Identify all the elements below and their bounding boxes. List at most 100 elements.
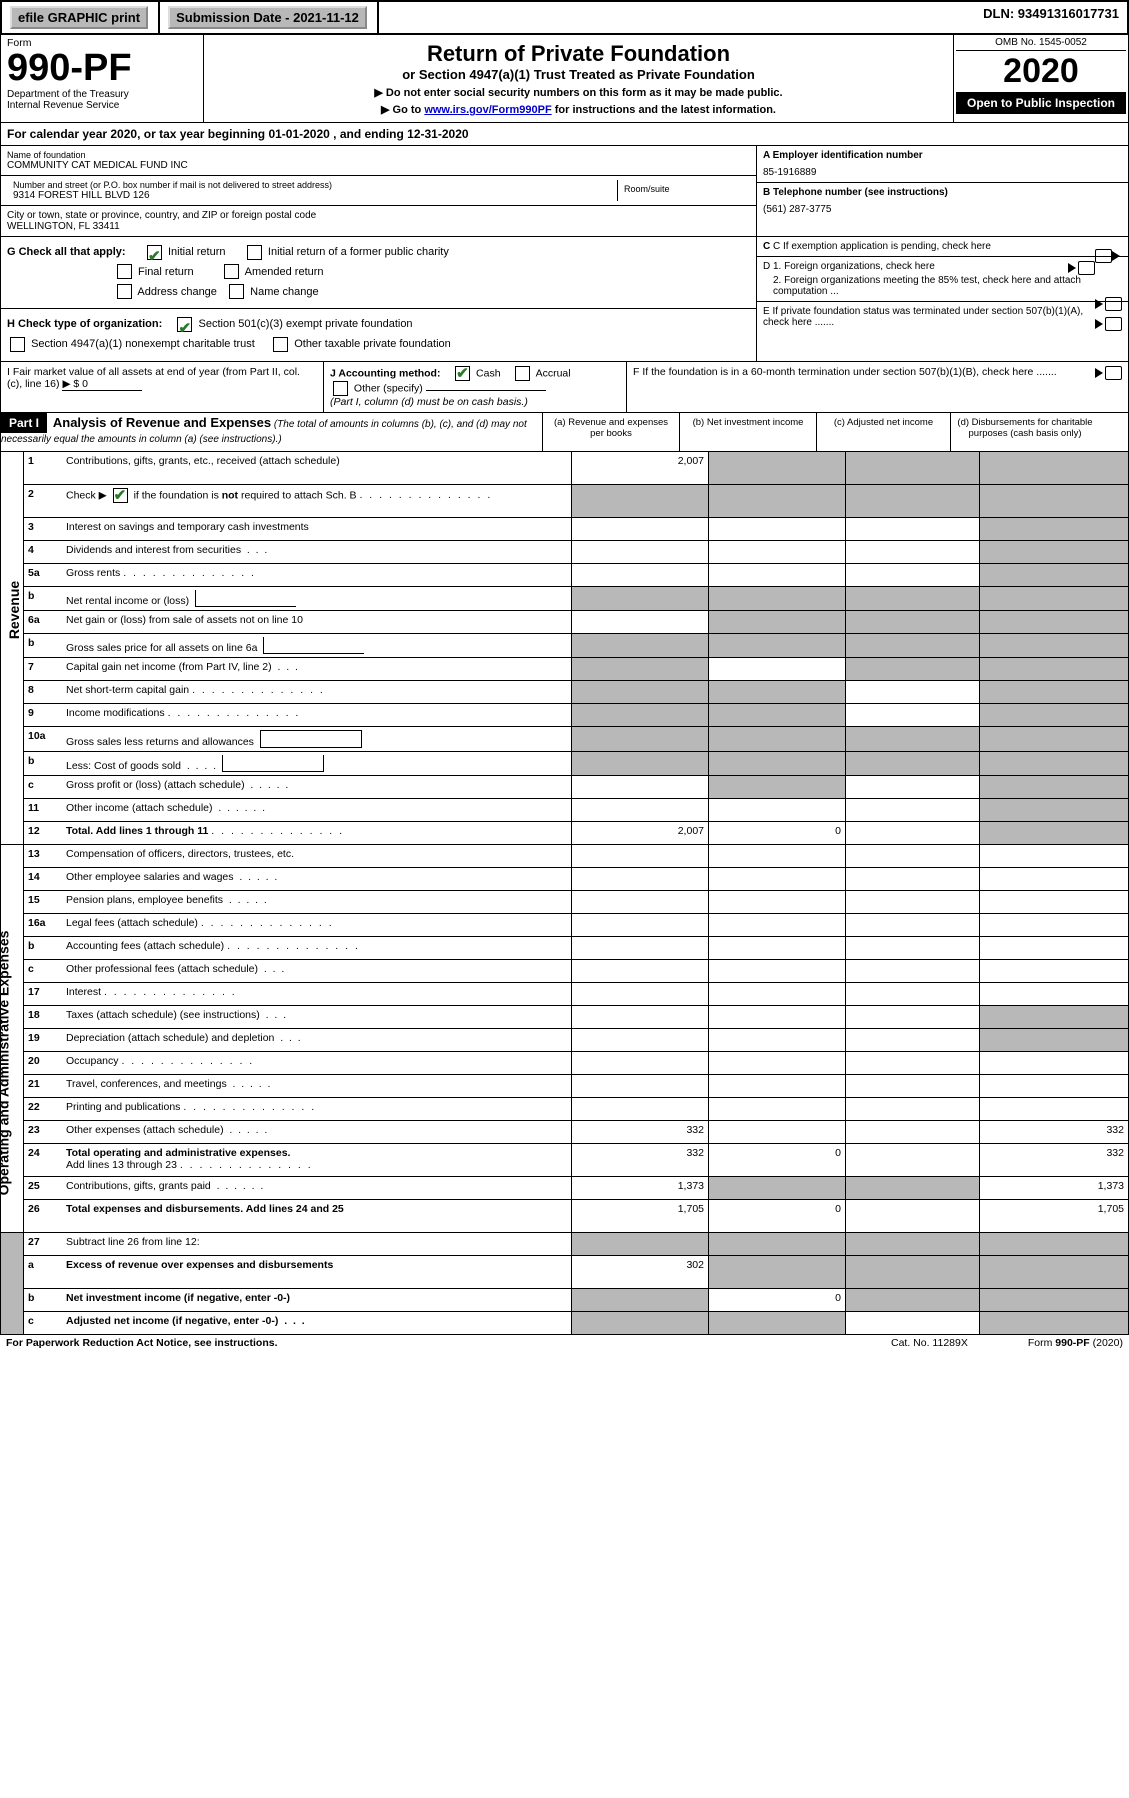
inline-input[interactable] [195,590,296,607]
val-c [846,1075,980,1097]
val-b [709,752,846,775]
val-a [572,891,709,913]
line-desc: Capital gain net income (from Part IV, l… [62,658,572,680]
val-b [709,1029,846,1051]
cb-other-tax[interactable] [273,337,288,352]
val-a [572,845,709,867]
cb-name-change[interactable] [229,284,244,299]
table-row: b Less: Cost of goods sold . . . . [24,752,1129,776]
efile-link[interactable]: efile GRAPHIC print [10,6,148,29]
check-section: G Check all that apply: Initial return I… [0,237,1129,362]
line-num: 9 [24,704,62,726]
j-note: (Part I, column (d) must be on cash basi… [330,396,528,408]
omb: OMB No. 1545-0052 [956,37,1126,51]
line-desc: Interest on savings and temporary cash i… [62,518,572,540]
line-num: a [24,1256,62,1288]
val-c [846,799,980,821]
col-c-head: (c) Adjusted net income [817,413,951,451]
val-c [846,611,980,633]
g-amended: Amended return [245,266,324,278]
line-desc: Other professional fees (attach schedule… [62,960,572,982]
footer: For Paperwork Reduction Act Notice, see … [0,1335,1129,1350]
val-a: 332 [572,1121,709,1143]
val-b [709,587,846,610]
line-num: 12 [24,822,62,844]
val-b: 0 [709,1289,846,1311]
col-a-head: (a) Revenue and expenses per books [543,413,680,451]
header-right: OMB No. 1545-0052 2020 Open to Public In… [953,35,1128,122]
val-d [980,822,1129,844]
ein-label: A Employer identification number [763,150,1122,161]
val-a [572,1029,709,1051]
table-row: 18 Taxes (attach schedule) (see instruct… [24,1006,1129,1029]
cb-initial-former[interactable] [247,245,262,260]
f-label: F If the foundation is in a 60-month ter… [633,366,1057,378]
h-opt2: Section 4947(a)(1) nonexempt charitable … [31,338,255,350]
val-d [980,518,1129,540]
table-row: 15 Pension plans, employee benefits . . … [24,891,1129,914]
cb-final[interactable] [117,264,132,279]
cb-4947[interactable] [10,337,25,352]
form990pf-link[interactable]: www.irs.gov/Form990PF [424,104,551,116]
line-desc: Excess of revenue over expenses and disb… [62,1256,572,1288]
cb-amended[interactable] [224,264,239,279]
val-d [980,452,1129,484]
info-right: A Employer identification number 85-1916… [756,146,1128,236]
line-num: 27 [24,1233,62,1255]
val-c [846,541,980,563]
cb-cash[interactable] [455,366,470,381]
j-label: J Accounting method: [330,367,440,379]
cb-d1[interactable] [1078,261,1095,275]
cb-e[interactable] [1105,317,1122,331]
cb-schb[interactable] [113,488,128,503]
line-desc: Travel, conferences, and meetings . . . … [62,1075,572,1097]
d2-label: 2. Foreign organizations meeting the 85%… [763,275,1122,297]
val-a [572,1312,709,1334]
c-row: C C If exemption application is pending,… [757,237,1128,257]
title-sub: or Section 4947(a)(1) Trust Treated as P… [210,67,947,82]
val-b [709,611,846,633]
h-opt1: Section 501(c)(3) exempt private foundat… [199,318,413,330]
inline-input[interactable] [260,730,362,748]
i-value: ▶ $ 0 [62,378,142,391]
val-c [846,1200,980,1232]
part1-badge: Part I [1,413,47,433]
val-b [709,776,846,798]
line-num: b [24,937,62,959]
line-num: 1 [24,452,62,484]
table-row: b Net investment income (if negative, en… [24,1289,1129,1312]
line-num: 2 [24,485,62,517]
val-c [846,1006,980,1028]
g-row: G Check all that apply: Initial return I… [1,237,756,309]
g-initial-former: Initial return of a former public charit… [268,246,449,258]
val-d [980,845,1129,867]
inline-input[interactable] [263,637,364,654]
line-num: 25 [24,1177,62,1199]
line-num: 11 [24,799,62,821]
cb-other[interactable] [333,381,348,396]
cb-initial[interactable] [147,245,162,260]
addr-cell: Number and street (or P.O. box number if… [1,176,756,206]
line-num: 10a [24,727,62,751]
table-row: 2 Check ▶ if the foundation is not requi… [24,485,1129,518]
val-b [709,485,846,517]
cb-accrual[interactable] [515,366,530,381]
val-a [572,564,709,586]
inline-input[interactable] [222,755,324,772]
val-c [846,1233,980,1255]
val-c [846,727,980,751]
val-a [572,634,709,657]
f-cell: F If the foundation is in a 60-month ter… [627,362,1128,412]
table-row: 6a Net gain or (loss) from sale of asset… [24,611,1129,634]
note2-post: for instructions and the latest informat… [552,104,776,116]
cb-addr-change[interactable] [117,284,132,299]
val-a [572,704,709,726]
cb-f[interactable] [1105,366,1122,380]
revenue-table: Revenue 1 Contributions, gifts, grants, … [0,452,1129,845]
line-desc: Check ▶ if the foundation is not require… [62,485,572,517]
cb-501c3[interactable] [177,317,192,332]
line-num: 18 [24,1006,62,1028]
table-row: a Excess of revenue over expenses and di… [24,1256,1129,1289]
val-d [980,1075,1129,1097]
val-d [980,1256,1129,1288]
